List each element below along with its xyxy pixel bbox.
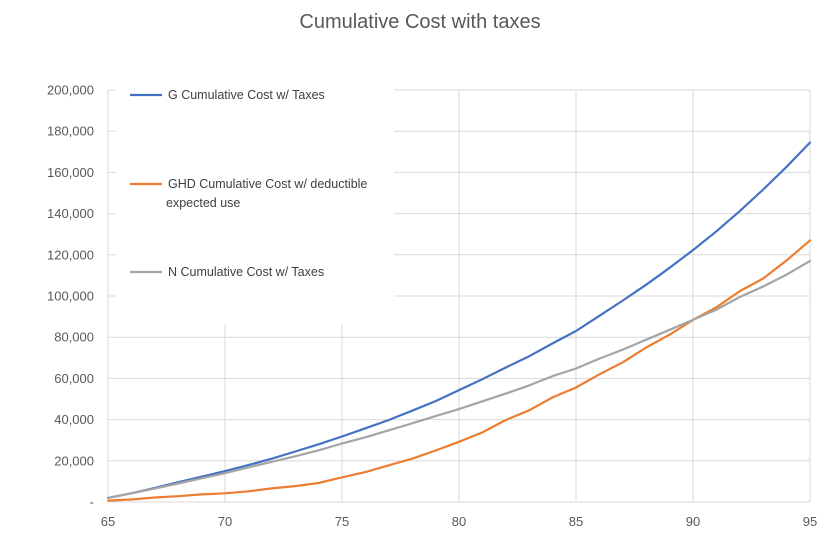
legend-label: G Cumulative Cost w/ Taxes — [168, 88, 325, 102]
y-tick-label: 40,000 — [54, 412, 94, 427]
legend-background — [116, 88, 394, 324]
legend: G Cumulative Cost w/ Taxes GHD Cumulative… — [130, 88, 367, 279]
y-tick-label: 80,000 — [54, 330, 94, 345]
y-tick-label: 60,000 — [54, 371, 94, 386]
x-tick-label: 95 — [803, 514, 817, 529]
y-tick-label: 180,000 — [47, 124, 94, 139]
axis-tick-labels: - 20,000 40,000 60,000 80,000 100,000 120,000 1… — [47, 83, 817, 530]
legend-box — [116, 88, 394, 324]
y-tick-label: 20,000 — [54, 453, 94, 468]
legend-label: expected use — [166, 196, 240, 210]
x-tick-label: 70 — [218, 514, 232, 529]
y-tick-label: - — [90, 495, 94, 510]
y-tick-label: 200,000 — [47, 83, 94, 98]
series-line-1 — [106, 141, 812, 499]
series-line-3 — [106, 259, 812, 499]
y-tick-label: 140,000 — [47, 206, 94, 221]
x-tick-label: 90 — [686, 514, 700, 529]
legend-label: N Cumulative Cost w/ Taxes — [168, 265, 324, 279]
x-tick-label: 65 — [101, 514, 115, 529]
x-tick-label: 80 — [452, 514, 466, 529]
y-tick-label: 120,000 — [47, 247, 94, 262]
chart-title: Cumulative Cost with taxes — [299, 11, 540, 33]
y-tick-label: 100,000 — [47, 289, 94, 304]
x-tick-label: 85 — [569, 514, 583, 529]
x-tick-label: 75 — [335, 514, 349, 529]
legend-label: GHD Cumulative Cost w/ deductible — [168, 177, 367, 191]
y-tick-label: 160,000 — [47, 165, 94, 180]
series-lines — [106, 141, 812, 502]
